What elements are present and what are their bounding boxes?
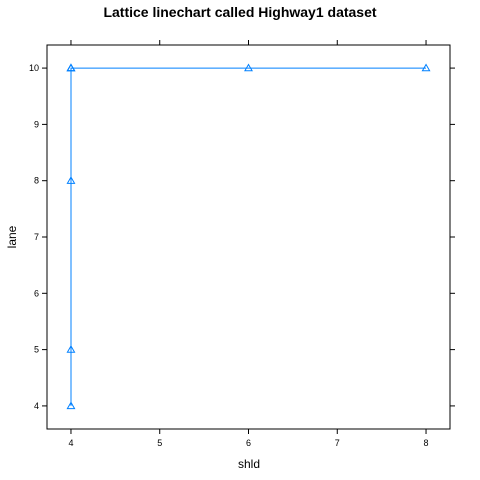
x-tick-label-1: 5	[157, 438, 162, 448]
series-line-0	[70, 67, 426, 406]
y-tick-label-0: 4	[34, 401, 39, 411]
x-tick-label-2: 6	[246, 438, 251, 448]
y-tick-label-4: 8	[34, 176, 39, 186]
data-point-0	[66, 401, 76, 410]
y-tick-label-3: 7	[34, 232, 39, 242]
data-point-5	[66, 63, 76, 72]
x-tick-label-4: 8	[424, 438, 429, 448]
chart-title: Lattice linechart called Highway1 datase…	[103, 4, 376, 20]
axis-ticks: 4 5 6 7 8 4 5 6 7 8 9 10	[29, 40, 455, 448]
y-tick-label-6: 10	[29, 63, 39, 73]
data-series	[66, 63, 431, 410]
y-tick-label-1: 5	[34, 345, 39, 355]
data-point-1	[66, 345, 76, 353]
data-point-7	[421, 63, 431, 72]
x-tick-label-0: 4	[68, 438, 73, 448]
data-point-6	[244, 63, 253, 72]
y-tick-label-2: 6	[34, 288, 39, 298]
y-tick-label-5: 9	[34, 119, 39, 129]
x-axis-label: shld	[238, 457, 260, 471]
data-point-2	[66, 176, 76, 184]
x-tick-label-3: 7	[335, 438, 340, 448]
y-axis-label: lane	[5, 225, 19, 248]
